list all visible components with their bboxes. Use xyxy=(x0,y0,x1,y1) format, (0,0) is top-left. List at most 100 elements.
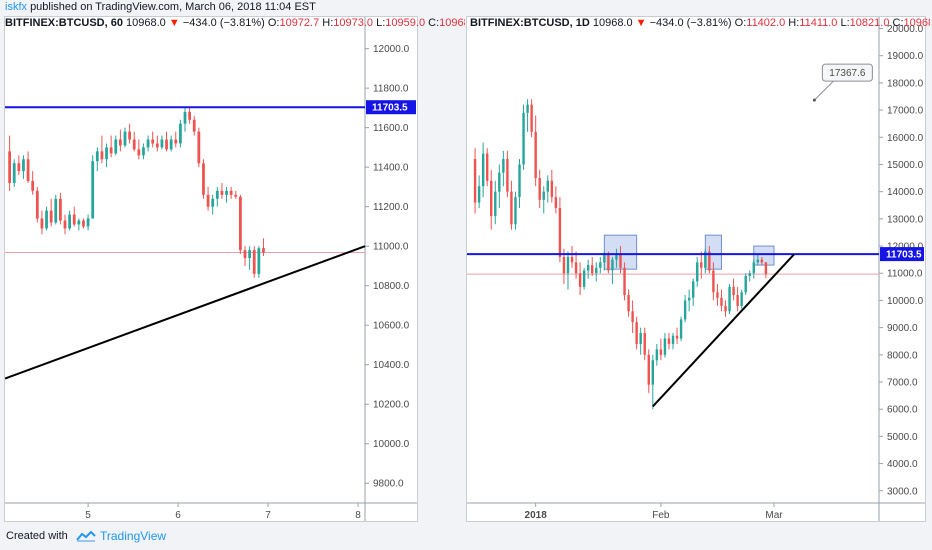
y-tick-label: 4000.0 xyxy=(887,459,918,470)
candle-body xyxy=(752,262,755,274)
legend-last: 10968.0 xyxy=(592,17,633,29)
hourly-chart-svg[interactable]: 12000.0 11800.0 11600.0 11400.0 11200.0 11000… xyxy=(5,17,417,521)
legend-close: 10968. xyxy=(439,17,465,29)
down-arrow-icon: ▼ xyxy=(168,17,180,29)
candle-body xyxy=(45,210,48,229)
candle-body xyxy=(12,163,16,183)
candle-body xyxy=(712,270,715,293)
y-tick-label: 11000.0 xyxy=(887,269,923,280)
tradingview-brand-link[interactable]: TradingView xyxy=(100,529,167,543)
candle-body xyxy=(671,335,675,344)
candle-body xyxy=(100,151,104,160)
candle-body xyxy=(220,190,224,195)
y-tick-label: 11400.0 xyxy=(373,163,409,174)
candle-body xyxy=(54,198,58,223)
x-tick-label: 2018 xyxy=(525,510,548,521)
down-arrow-icon: ▼ xyxy=(635,17,647,29)
candle-body xyxy=(137,149,141,156)
candle-body xyxy=(95,151,99,162)
y-tick-label: 20000.0 xyxy=(887,24,924,35)
candle-body xyxy=(530,104,533,132)
support-trendline xyxy=(5,245,366,380)
y-tick-label: 11200.0 xyxy=(373,202,409,213)
legend-open-label: O: xyxy=(267,17,280,29)
y-tick-label: 3000.0 xyxy=(887,486,918,497)
y-tick-label: 14000.0 xyxy=(887,187,924,198)
candle-body xyxy=(687,297,691,301)
candle-body xyxy=(183,111,187,124)
candle-body xyxy=(86,218,90,227)
y-tick-label: 19000.0 xyxy=(887,51,924,62)
candle-body xyxy=(732,286,735,295)
y-tick-label: 16000.0 xyxy=(887,133,924,144)
candle-body xyxy=(243,250,247,259)
legend-symbol: BITFINEX:BTCUSD, 1D xyxy=(470,17,590,29)
candle-body xyxy=(179,123,182,144)
y-tick-label: 10800.0 xyxy=(373,281,410,292)
legend-high: 11411.0 xyxy=(799,17,838,29)
y-tick-label: 10000.0 xyxy=(887,296,924,307)
candle-body xyxy=(506,159,509,192)
y-tick-label: 10600.0 xyxy=(373,321,410,332)
candle-body xyxy=(708,251,711,271)
y-tick-label: 12000.0 xyxy=(373,44,410,55)
candle-body xyxy=(262,248,265,253)
candle-body xyxy=(132,139,136,150)
candle-body xyxy=(17,163,21,172)
candle-body xyxy=(22,159,25,172)
candle-body xyxy=(542,191,545,200)
annotation-label: 17367.6 xyxy=(829,68,866,79)
candle-body xyxy=(105,147,108,160)
candle-body xyxy=(35,190,39,219)
candle-body xyxy=(679,319,683,339)
candle-body xyxy=(578,273,582,287)
candle-body xyxy=(160,139,164,148)
candle-body xyxy=(174,139,178,144)
y-tick-label: 7000.0 xyxy=(887,378,918,389)
candle-body xyxy=(740,292,743,306)
candle-body xyxy=(202,163,205,195)
legend-close-label: C: xyxy=(892,17,904,29)
daily-chart-panel[interactable]: 20000.0 19000.0 18000.0 17000.0 16000.0 15000… xyxy=(466,16,926,522)
author-link[interactable]: iskfx xyxy=(5,1,27,13)
legend-low-label: L: xyxy=(840,17,850,29)
candle-body xyxy=(546,180,549,192)
candle-body xyxy=(257,248,261,274)
candle-body xyxy=(197,131,201,164)
candle-body xyxy=(49,210,53,223)
publish-header: iskfx published on TradingView.com, Marc… xyxy=(0,0,932,14)
candle-body xyxy=(611,259,614,271)
hourly-legend: BITFINEX:BTCUSD, 60 10968.0 ▼ −434.0 (−3… xyxy=(5,16,465,30)
candle-body xyxy=(142,147,145,156)
candle-body xyxy=(68,214,71,229)
candle-body xyxy=(77,220,81,225)
candle-body xyxy=(490,180,493,217)
candle-body xyxy=(526,104,529,113)
candle-body xyxy=(146,139,150,148)
candle-body xyxy=(736,294,739,306)
candle-body xyxy=(248,250,251,259)
y-tick-label: 18000.0 xyxy=(887,78,924,89)
legend-change: −434.0 (−3.81%) xyxy=(182,17,265,29)
hourly-chart-panel[interactable]: 12000.0 11800.0 11600.0 11400.0 11200.0 11000… xyxy=(4,16,418,522)
candle-body xyxy=(91,161,95,219)
candle-body xyxy=(498,172,501,192)
x-tick-label: 5 xyxy=(85,510,91,521)
legend-close: 10968 xyxy=(903,17,931,29)
legend-close-label: C: xyxy=(428,17,440,29)
candle-body xyxy=(663,338,667,355)
candle-body xyxy=(756,259,760,263)
legend-open: 10972.7 xyxy=(279,17,320,29)
candle-body xyxy=(109,147,113,154)
candle-body xyxy=(550,180,554,198)
candle-body xyxy=(748,273,751,276)
legend-open: 11402.0 xyxy=(746,17,786,29)
candle-body xyxy=(481,153,485,187)
candle-body xyxy=(728,286,731,312)
candle-body xyxy=(675,335,679,339)
daily-chart-svg[interactable]: 20000.0 19000.0 18000.0 17000.0 16000.0 15000… xyxy=(467,17,925,521)
candle-body xyxy=(123,131,127,146)
legend-last: 10968.0 xyxy=(126,17,166,29)
candle-body xyxy=(192,119,196,132)
candle-body xyxy=(554,197,558,208)
